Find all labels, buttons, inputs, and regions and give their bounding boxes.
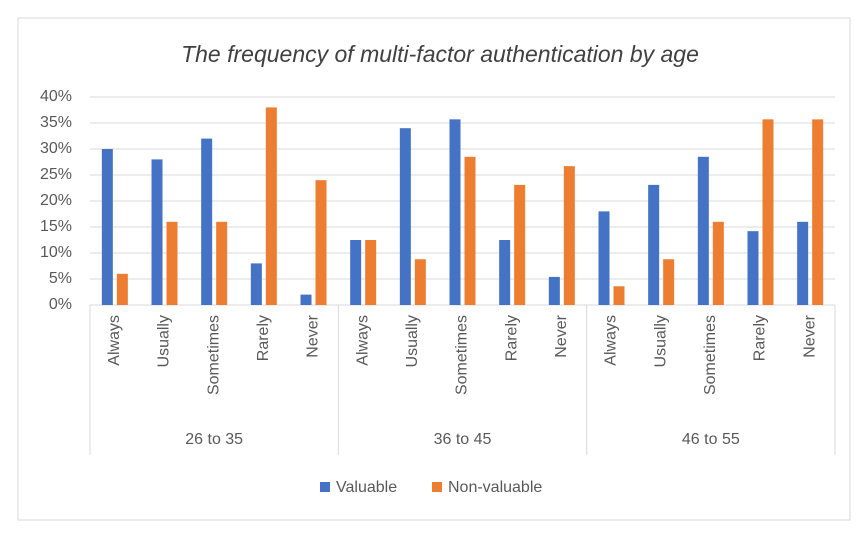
bar [151, 159, 163, 305]
y-tick-label: 30% [40, 140, 72, 157]
x-tick-label: Rarely [255, 315, 272, 361]
bar [464, 156, 476, 305]
bar [101, 149, 113, 305]
x-tick-label: Always [354, 315, 371, 366]
x-tick-label: Never [553, 314, 570, 357]
bar [116, 273, 128, 305]
bar [747, 231, 759, 305]
x-tick-label: Never [305, 314, 322, 357]
bar [514, 184, 526, 305]
bar [166, 221, 178, 305]
bar [548, 276, 560, 305]
bar [697, 156, 709, 305]
bar [797, 221, 809, 305]
bar [598, 211, 610, 305]
x-tick-label: Usually [156, 315, 173, 367]
y-tick-label: 15% [40, 218, 72, 235]
y-tick-label: 40% [40, 88, 72, 105]
bar [499, 240, 511, 305]
bar [812, 119, 824, 305]
legend-label: Non-valuable [448, 479, 542, 496]
chart-title: The frequency of multi-factor authentica… [181, 41, 699, 67]
x-tick-label: Rarely [503, 315, 520, 361]
x-tick-label: Always [106, 315, 123, 366]
legend-swatch [320, 482, 330, 492]
x-tick-label: Sometimes [205, 315, 222, 395]
group-label: 46 to 55 [682, 431, 740, 448]
bar [449, 119, 461, 305]
y-tick-label: 0% [49, 296, 72, 313]
bar [648, 184, 660, 305]
legend-swatch [432, 482, 442, 492]
bar [762, 119, 774, 305]
x-tick-label: Never [801, 314, 818, 357]
y-tick-label: 5% [49, 270, 72, 287]
x-tick-label: Usually [652, 315, 669, 367]
legend-label: Valuable [336, 479, 397, 496]
group-label: 36 to 45 [434, 431, 492, 448]
y-tick-label: 10% [40, 244, 72, 261]
bar [712, 221, 724, 305]
x-tick-label: Usually [404, 315, 421, 367]
bar [350, 240, 362, 305]
bar [216, 221, 228, 305]
y-tick-label: 25% [40, 166, 72, 183]
bar [365, 240, 377, 305]
bar [315, 180, 327, 305]
bar [300, 294, 312, 305]
x-tick-label: Sometimes [702, 315, 719, 395]
y-tick-label: 20% [40, 192, 72, 209]
bar [563, 166, 575, 305]
group-label: 26 to 35 [185, 431, 243, 448]
x-tick-label: Sometimes [454, 315, 471, 395]
bar [414, 259, 426, 305]
bar [613, 286, 625, 305]
bar [250, 263, 262, 305]
bar [265, 107, 277, 306]
bar [663, 259, 675, 305]
bar [201, 138, 213, 305]
bar [399, 128, 411, 305]
x-tick-label: Always [603, 315, 620, 366]
y-tick-label: 35% [40, 114, 72, 131]
x-tick-label: Rarely [752, 315, 769, 361]
